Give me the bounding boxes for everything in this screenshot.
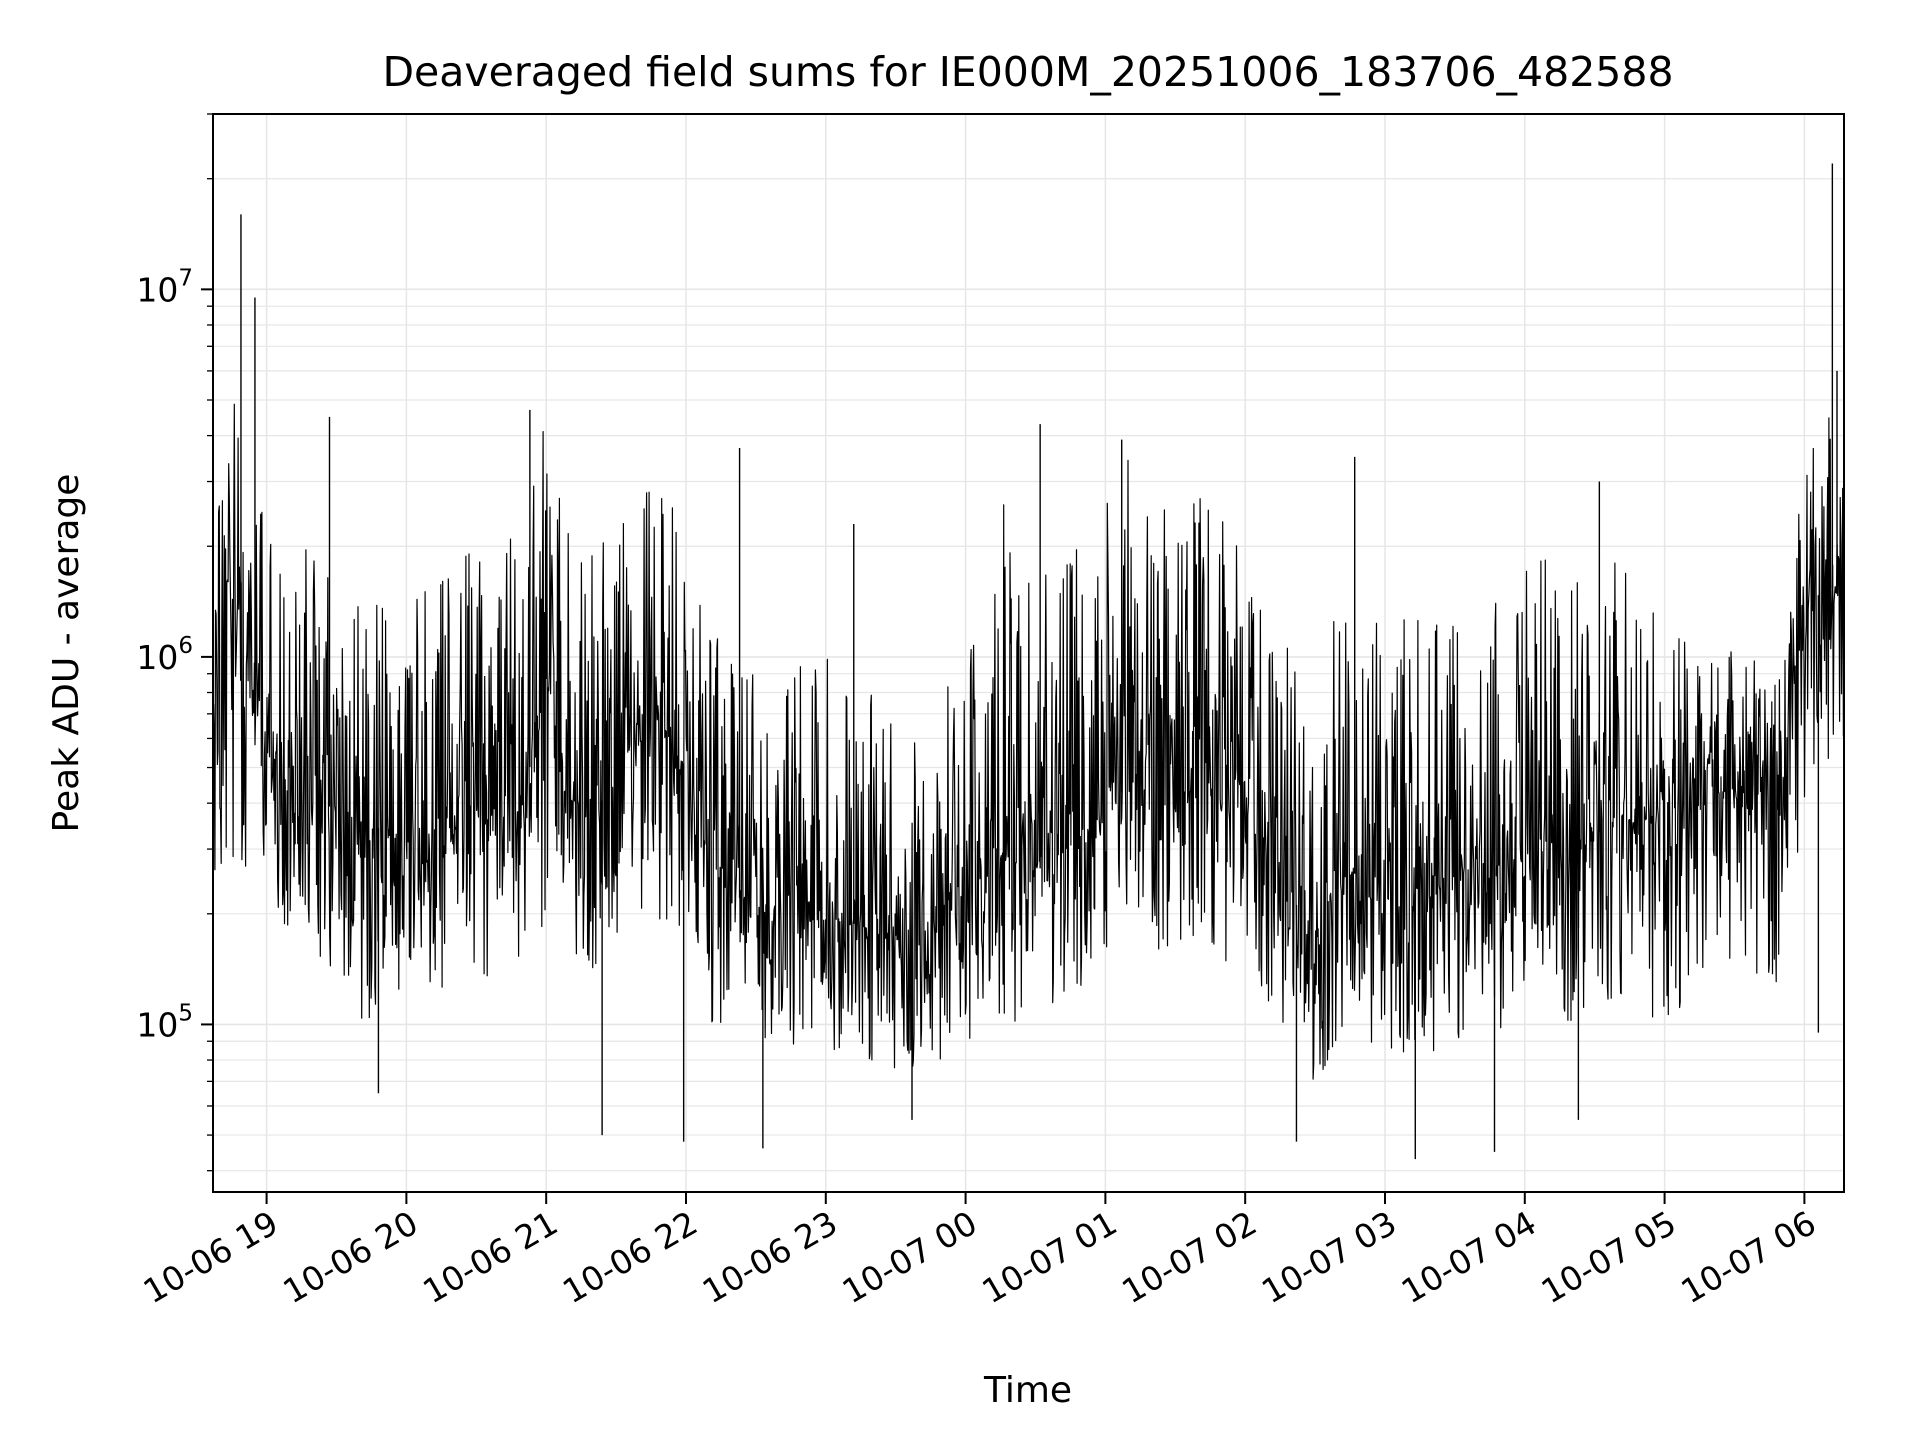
chart-title: Deaveraged field sums for IE000M_2025100…	[382, 48, 1673, 96]
y-tick-label: 107	[136, 265, 193, 309]
y-tick-label: 106	[136, 633, 193, 677]
plot-frame	[212, 113, 1845, 1193]
series-line	[213, 403, 1844, 1080]
plot-area	[213, 163, 1844, 1160]
y-tick-label: 105	[136, 1000, 193, 1044]
y-axis: 105 106 107	[136, 113, 213, 1172]
series-layer	[213, 163, 1844, 1160]
y-axis-label: Peak ADU - average	[46, 474, 87, 833]
x-axis-label: Time	[983, 1370, 1072, 1411]
